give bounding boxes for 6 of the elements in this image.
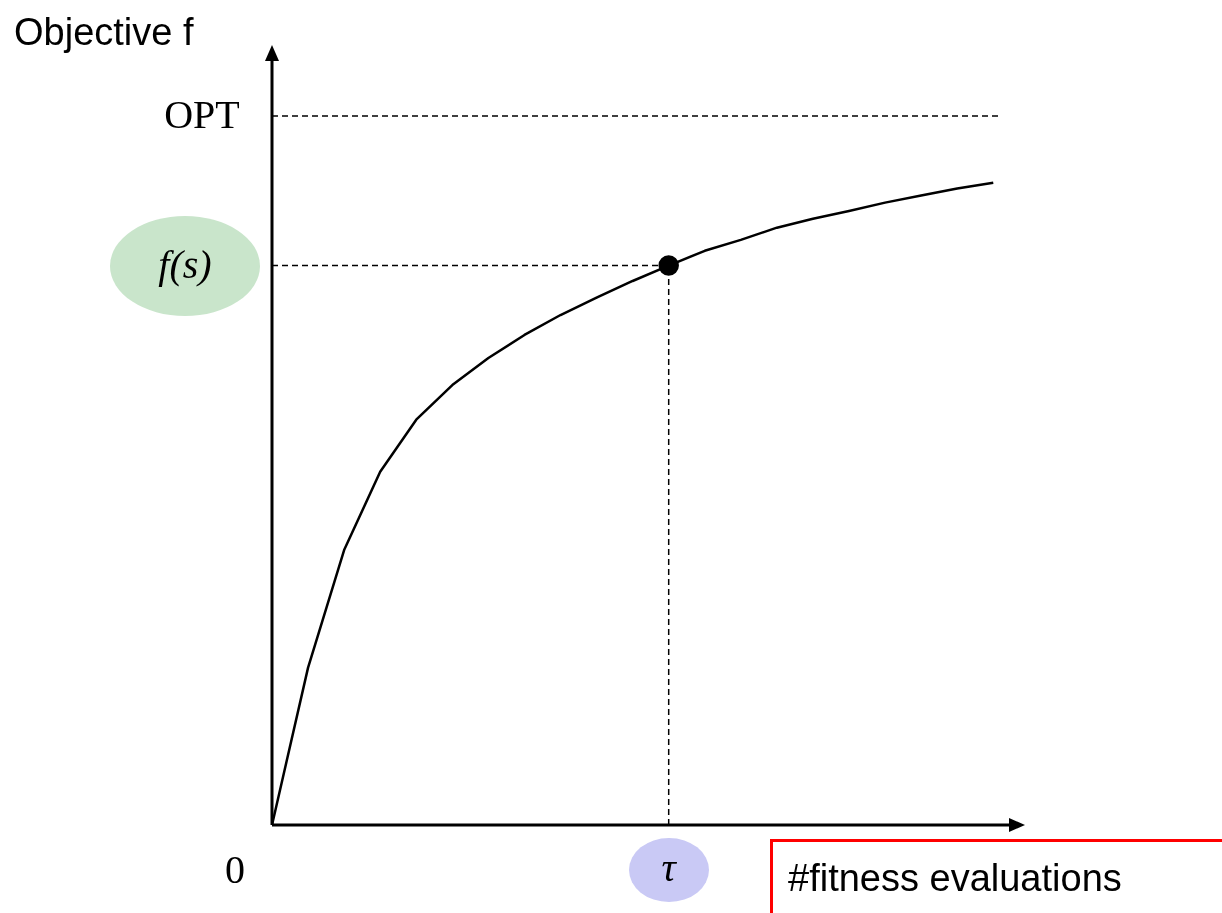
y-axis-title: Objective f bbox=[14, 11, 194, 54]
ref-line-label: OPT bbox=[164, 92, 240, 138]
text: 0 bbox=[225, 846, 245, 892]
ref-line-label: f(s) bbox=[158, 242, 212, 288]
text: τ bbox=[661, 844, 678, 890]
x-axis-title: #fitness evaluations bbox=[788, 857, 1122, 900]
